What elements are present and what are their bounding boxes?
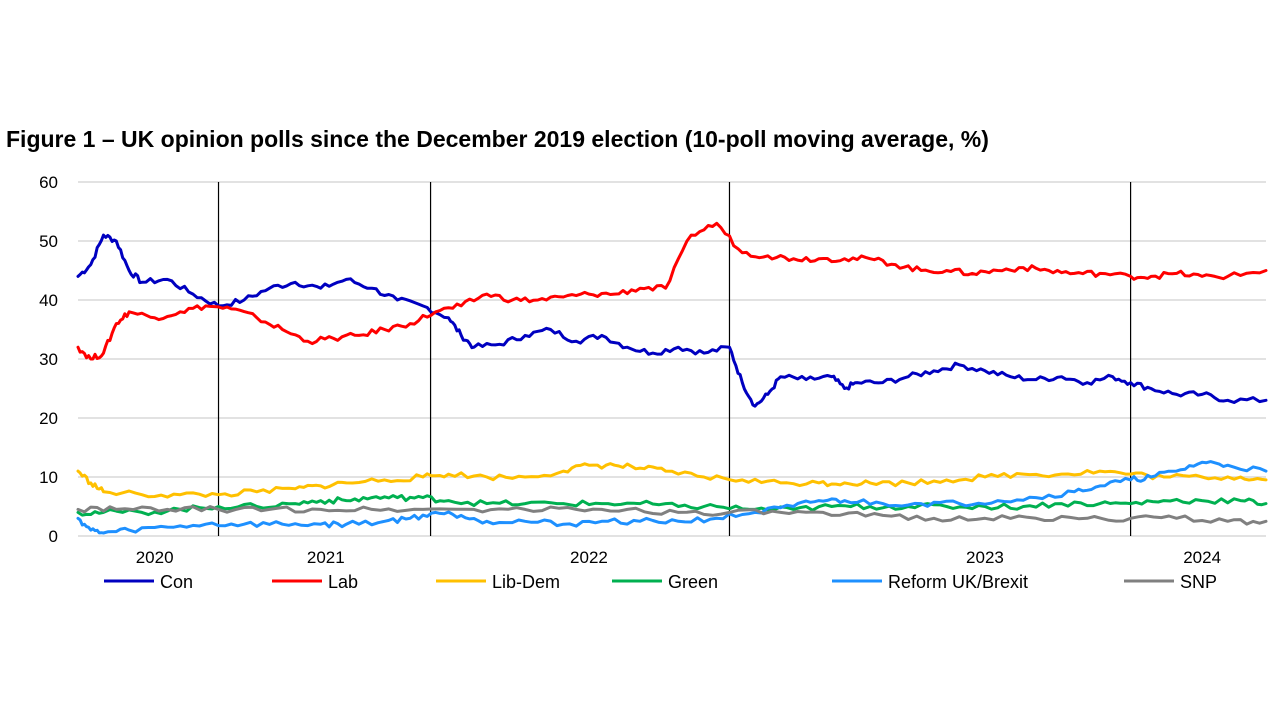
series-line-lab	[76, 221, 1268, 361]
series-line-reform-uk-brexit	[76, 460, 1268, 535]
series-line-green	[76, 494, 1268, 517]
series-line-con	[76, 233, 1268, 408]
legend-label-reform-uk-brexit: Reform UK/Brexit	[888, 572, 1028, 592]
legend-label-con: Con	[160, 572, 193, 592]
chart-title: Figure 1 – UK opinion polls since the De…	[6, 126, 989, 152]
series-line-snp	[76, 505, 1268, 526]
y-tick-50: 50	[39, 232, 58, 251]
y-tick-60: 60	[39, 173, 58, 192]
x-tick-2023: 2023	[966, 548, 1004, 567]
y-tick-10: 10	[39, 468, 58, 487]
y-tick-20: 20	[39, 409, 58, 428]
y-tick-30: 30	[39, 350, 58, 369]
x-tick-2024: 2024	[1183, 548, 1221, 567]
y-tick-0: 0	[49, 527, 58, 546]
legend-label-green: Green	[668, 572, 718, 592]
x-axis: 2020 2021 2022 2023 2024	[136, 548, 1221, 567]
x-tick-2022: 2022	[570, 548, 608, 567]
x-tick-2020: 2020	[136, 548, 174, 567]
y-axis: 0 10 20 30 40 50 60	[39, 173, 58, 546]
legend: Con Lab Lib-Dem Green Reform UK/Brexit SNP	[104, 572, 1217, 592]
legend-label-lib-dem: Lib-Dem	[492, 572, 560, 592]
legend-label-snp: SNP	[1180, 572, 1217, 592]
series-lines	[76, 221, 1268, 535]
gridlines	[78, 181, 1266, 537]
x-tick-2021: 2021	[307, 548, 345, 567]
series-line-lib-dem	[76, 462, 1268, 499]
y-tick-40: 40	[39, 291, 58, 310]
legend-label-lab: Lab	[328, 572, 358, 592]
